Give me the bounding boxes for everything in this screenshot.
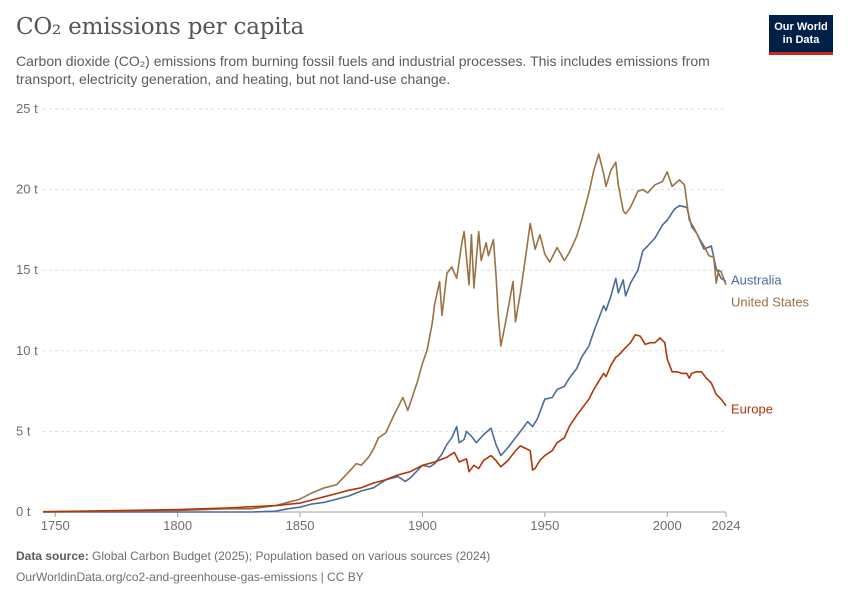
data-source-label: Data source: xyxy=(16,549,89,563)
series-line-australia[interactable] xyxy=(43,204,727,513)
y-tick-label: 5 t xyxy=(16,423,31,438)
series-lines xyxy=(42,153,727,513)
series-line-europe[interactable] xyxy=(42,333,727,513)
x-tick-label: 1900 xyxy=(408,518,437,533)
series-label-australia[interactable]: Australia xyxy=(731,272,782,287)
axes: 0 t 5 t 10 t 15 t 20 t 25 t 1750 1800 1850 1900 19… xyxy=(16,101,740,533)
source-url[interactable]: OurWorldinData.org/co2-and-greenhouse-ga… xyxy=(16,570,364,584)
x-tick-label: 2000 xyxy=(653,518,682,533)
chart-title: CO₂ emissions per capita xyxy=(16,14,304,40)
data-source-note: Data source: Global Carbon Budget (2025)… xyxy=(16,549,490,563)
y-tick-label: 10 t xyxy=(16,343,38,358)
logo-line-2: in Data xyxy=(782,33,820,46)
y-tick-label: 0 t xyxy=(16,504,31,519)
x-tick-label: 1950 xyxy=(530,518,559,533)
data-source-text: Global Carbon Budget (2025); Population … xyxy=(92,549,491,563)
logo-line-1: Our World xyxy=(774,21,828,33)
x-tick-label: 2024 xyxy=(712,518,741,533)
y-tick-label: 25 t xyxy=(16,101,38,116)
y-tick-label: 15 t xyxy=(16,262,38,277)
x-tick-label: 1850 xyxy=(286,518,315,533)
series-line-united-states[interactable] xyxy=(42,153,727,513)
owid-logo[interactable]: Our World in Data xyxy=(769,15,833,55)
grid-lines xyxy=(43,108,726,432)
series-label-europe[interactable]: Europe xyxy=(731,402,773,417)
chart-subtitle: Carbon dioxide (CO₂) emissions from burn… xyxy=(16,53,710,87)
y-tick-label: 20 t xyxy=(16,182,38,197)
series-label-united-states[interactable]: United States xyxy=(731,295,810,310)
series-labels: Australia United States Europe xyxy=(731,272,810,416)
x-tick-label: 1800 xyxy=(163,518,192,533)
x-tick-label: 1750 xyxy=(41,518,70,533)
